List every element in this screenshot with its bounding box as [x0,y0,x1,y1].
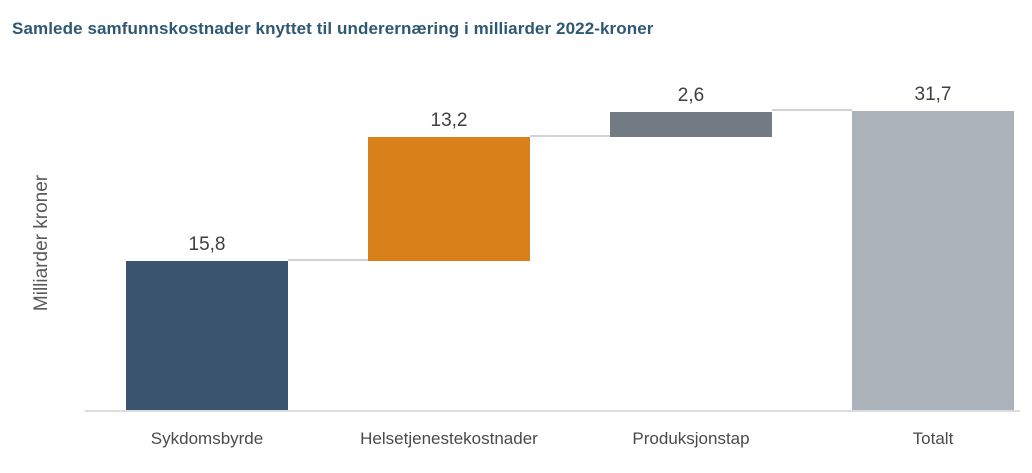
chart-title: Samlede samfunnskostnader knyttet til un… [12,19,654,38]
value-label-helsetjenestekostnader: 13,2 [430,109,468,131]
connector-line [288,259,368,261]
bar-totalt [852,111,1014,410]
x-axis-line [85,410,1020,412]
category-label-produksjonstap: Produksjonstap [632,429,750,448]
bar-helsetjenestekostnader [368,136,530,261]
category-label-sykdomsbyrde: Sykdomsbyrde [150,429,264,448]
category-label-totalt: Totalt [912,429,954,448]
bar-sykdomsbyrde [126,261,288,410]
connector-line [530,134,610,137]
connector-line [772,109,852,112]
category-label-helsetjenestekostnader: Helsetjenestekostnader [360,429,538,448]
value-label-totalt: 31,7 [914,84,952,106]
value-label-sykdomsbyrde: 15,8 [188,234,226,255]
value-label-produksjonstap: 2,6 [677,85,705,106]
bar-produksjonstap [610,112,772,137]
